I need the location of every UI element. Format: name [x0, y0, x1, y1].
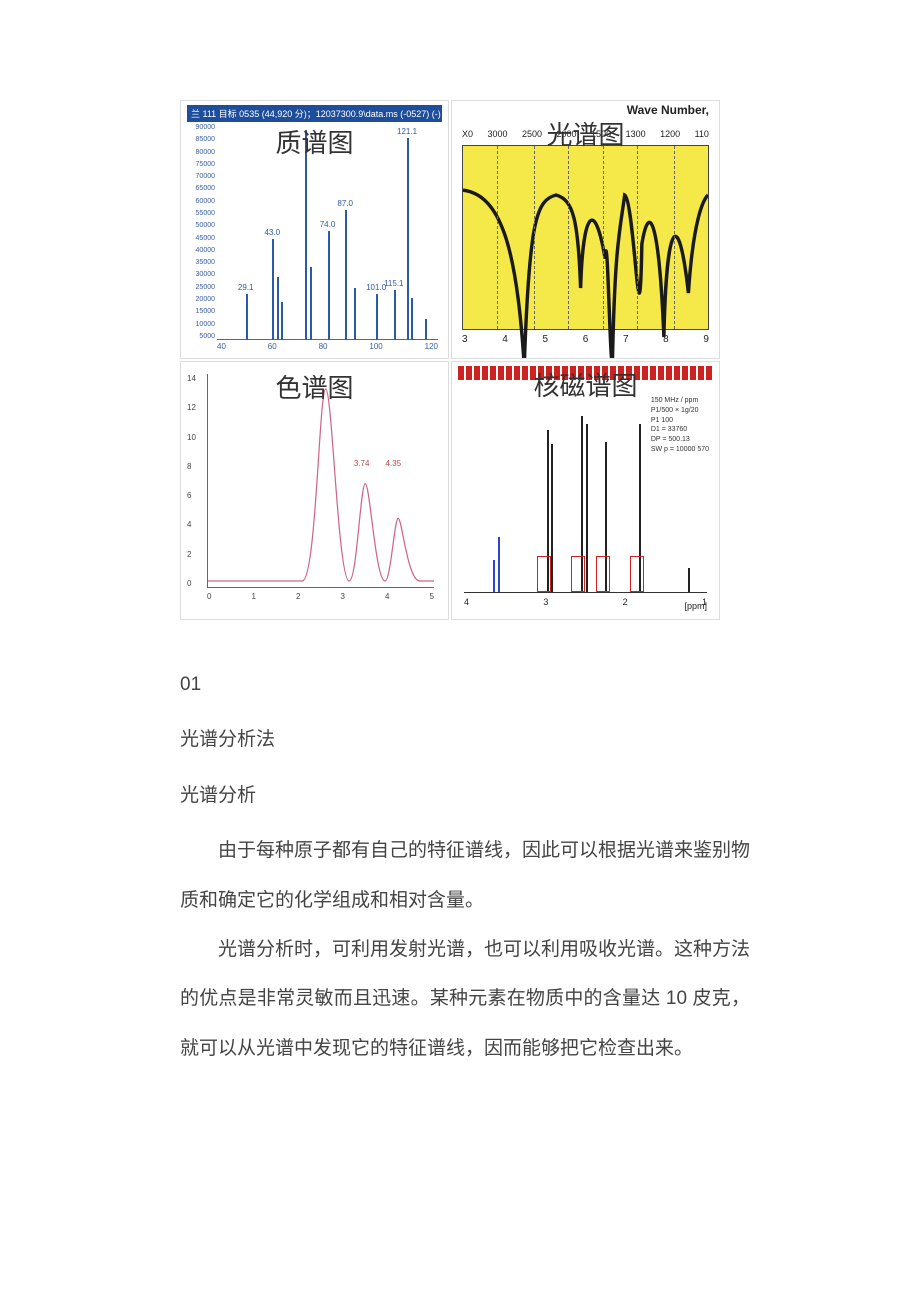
ir-gridline [534, 146, 535, 329]
ms-xaxis: 406080100120 [217, 342, 438, 354]
ms-peak-label: 29.1 [238, 283, 254, 292]
lc-plot: 3.74 4.35 [207, 374, 434, 588]
ms-peak [394, 290, 396, 340]
nmr-peak [551, 444, 553, 592]
ms-peak-label: 87.0 [337, 199, 353, 208]
ir-header: Wave Number, [627, 103, 709, 117]
nmr-xaxis: 4321 [464, 597, 707, 611]
nmr-xlabel: [ppm] [684, 601, 707, 611]
mass-spectrum-panel: 兰 111 目标 0535 (44,920 分)；12037300.9\data… [180, 100, 449, 359]
ms-peak-label: 115.1 [384, 279, 403, 288]
nmr-integral-box [630, 556, 644, 592]
nmr-peak [586, 424, 588, 592]
section-subtitle: 光谱分析 [180, 771, 750, 820]
ms-peak [305, 130, 307, 340]
ms-peak [272, 239, 274, 340]
ms-peak-label: 43.0 [264, 228, 280, 237]
ms-yaxis: 9000085000800007500070000650006000055000… [187, 124, 215, 340]
lc-xaxis: 012345 [207, 592, 434, 606]
article-body: 01 光谱分析法 光谱分析 由于每种原子都有自己的特征谱线，因此可以根据光谱来鉴… [180, 660, 750, 1073]
ir-gridline [497, 146, 498, 329]
ir-title: 光谱图 [546, 115, 624, 152]
lc-curve [208, 374, 434, 587]
paragraph-2: 光谱分析时，可利用发射光谱，也可以利用吸收光谱。这种方法的优点是非常灵敏而且迅速… [180, 925, 750, 1073]
ms-peak [246, 294, 248, 340]
section-number: 01 [180, 660, 750, 709]
ms-title: 质谱图 [275, 123, 353, 160]
ir-gridline [674, 146, 675, 329]
nmr-peak [688, 568, 690, 592]
ir-gridline [637, 146, 638, 329]
ms-peak-label: 74.0 [320, 220, 336, 229]
nmr-integral-box [571, 556, 585, 592]
lc-title: 色谱图 [275, 368, 353, 405]
ir-curve [463, 146, 708, 359]
nmr-integral-box [537, 556, 551, 592]
lc-peak-label: 4.35 [386, 459, 402, 468]
nmr-integral-box [596, 556, 610, 592]
spectra-grid: 兰 111 目标 0535 (44,920 分)；12037300.9\data… [180, 100, 720, 620]
ms-peak [277, 277, 279, 340]
ms-peak [354, 288, 356, 341]
ir-gridline [603, 146, 604, 329]
nmr-title: 核磁谱图 [533, 366, 637, 403]
ms-peak [425, 319, 427, 340]
nmr-plot [464, 386, 707, 593]
ir-xbot: 3456789 [462, 334, 709, 348]
ms-header: 兰 111 目标 0535 (44,920 分)；12037300.9\data… [187, 105, 442, 122]
ms-peak [407, 138, 409, 340]
section-title: 光谱分析法 [180, 715, 750, 764]
ir-plot [462, 145, 709, 330]
ms-peak [345, 210, 347, 340]
ir-gridline [568, 146, 569, 329]
nmr-peak [498, 537, 500, 592]
ms-peak [281, 302, 283, 340]
ms-peak [328, 231, 330, 340]
ms-peak [310, 267, 312, 341]
ms-peak-label: 121.1 [397, 127, 417, 136]
ir-spectrum-panel: Wave Number, 光谱图 X0300025002000150013001… [451, 100, 720, 359]
ms-peak [376, 294, 378, 340]
nmr-spectrum-panel: 核磁谱图 150 MHz / ppmP1/500 × 1g/20P1 100D1… [451, 361, 720, 620]
chromatogram-panel: 色谱图 14121086420 3.74 4.35 012345 [180, 361, 449, 620]
paragraph-1: 由于每种原子都有自己的特征谱线，因此可以根据光谱来鉴别物质和确定它的化学组成和相… [180, 826, 750, 925]
lc-yaxis: 14121086420 [187, 374, 203, 588]
nmr-peak [493, 560, 495, 592]
ms-peak [411, 298, 413, 340]
lc-peak-label: 3.74 [354, 459, 370, 468]
